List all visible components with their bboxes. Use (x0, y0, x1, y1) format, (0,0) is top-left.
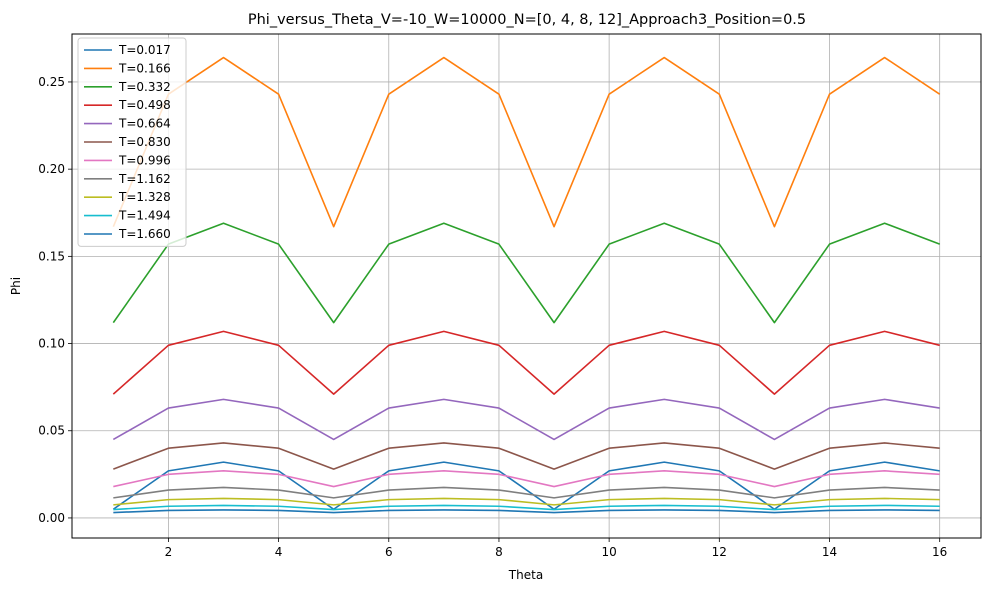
y-axis-label: Phi (9, 277, 23, 295)
x-tick-label: 2 (165, 545, 173, 559)
x-tick-label: 16 (932, 545, 947, 559)
x-axis-label: Theta (508, 568, 543, 582)
legend-label: T=1.660 (118, 227, 171, 241)
y-tick-label: 0.10 (38, 337, 65, 351)
y-tick-label: 0.15 (38, 249, 65, 263)
x-tick-label: 14 (822, 545, 837, 559)
grid (72, 34, 981, 538)
y-tick-label: 0.05 (38, 424, 65, 438)
legend-label: T=1.328 (118, 190, 171, 204)
y-tick-label: 0.25 (38, 75, 65, 89)
legend-label: T=1.494 (118, 209, 171, 223)
legend-label: T=0.166 (118, 61, 171, 75)
series-lines (112, 56, 941, 514)
y-tick-label: 0.00 (38, 511, 65, 525)
x-tick-label: 12 (712, 545, 727, 559)
series-line-5 (113, 442, 940, 470)
x-axis-ticks: 2 4 6 8 10 12 14 16 (165, 538, 947, 559)
series-line-8 (113, 497, 940, 506)
x-tick-label: 10 (601, 545, 616, 559)
series-line-7 (113, 486, 940, 499)
series-line-0 (112, 461, 940, 511)
series-line-2 (112, 222, 940, 324)
x-tick-label: 6 (385, 545, 393, 559)
legend-label: T=0.332 (118, 80, 171, 94)
legend-label: T=0.664 (118, 117, 171, 131)
legend-label: T=0.996 (118, 153, 171, 167)
legend-box (77, 37, 187, 247)
legend-label: T=0.017 (118, 43, 171, 57)
legend: T=0.017 T=0.166 T=0.332 T=0.498 T=0.664 T=0.8… (77, 37, 187, 247)
plot-frame (71, 33, 982, 539)
legend-label: T=0.830 (118, 135, 171, 149)
x-tick-label: 4 (275, 545, 283, 559)
series-line-10 (113, 509, 940, 514)
series-line-6 (113, 470, 940, 488)
x-tick-label: 8 (495, 545, 503, 559)
series-line-1 (112, 56, 941, 228)
series-line-3 (112, 330, 940, 395)
legend-label: T=1.162 (118, 172, 171, 186)
series-line-4 (112, 398, 940, 441)
y-axis-ticks: 0.00 0.05 0.10 0.15 0.20 0.25 (38, 75, 72, 525)
series-line-9 (113, 504, 940, 511)
chart-title: Phi_versus_Theta_V=-10_W=10000_N=[0, 4, … (248, 12, 806, 28)
y-tick-label: 0.20 (38, 162, 65, 176)
legend-label: T=0.498 (118, 98, 171, 112)
